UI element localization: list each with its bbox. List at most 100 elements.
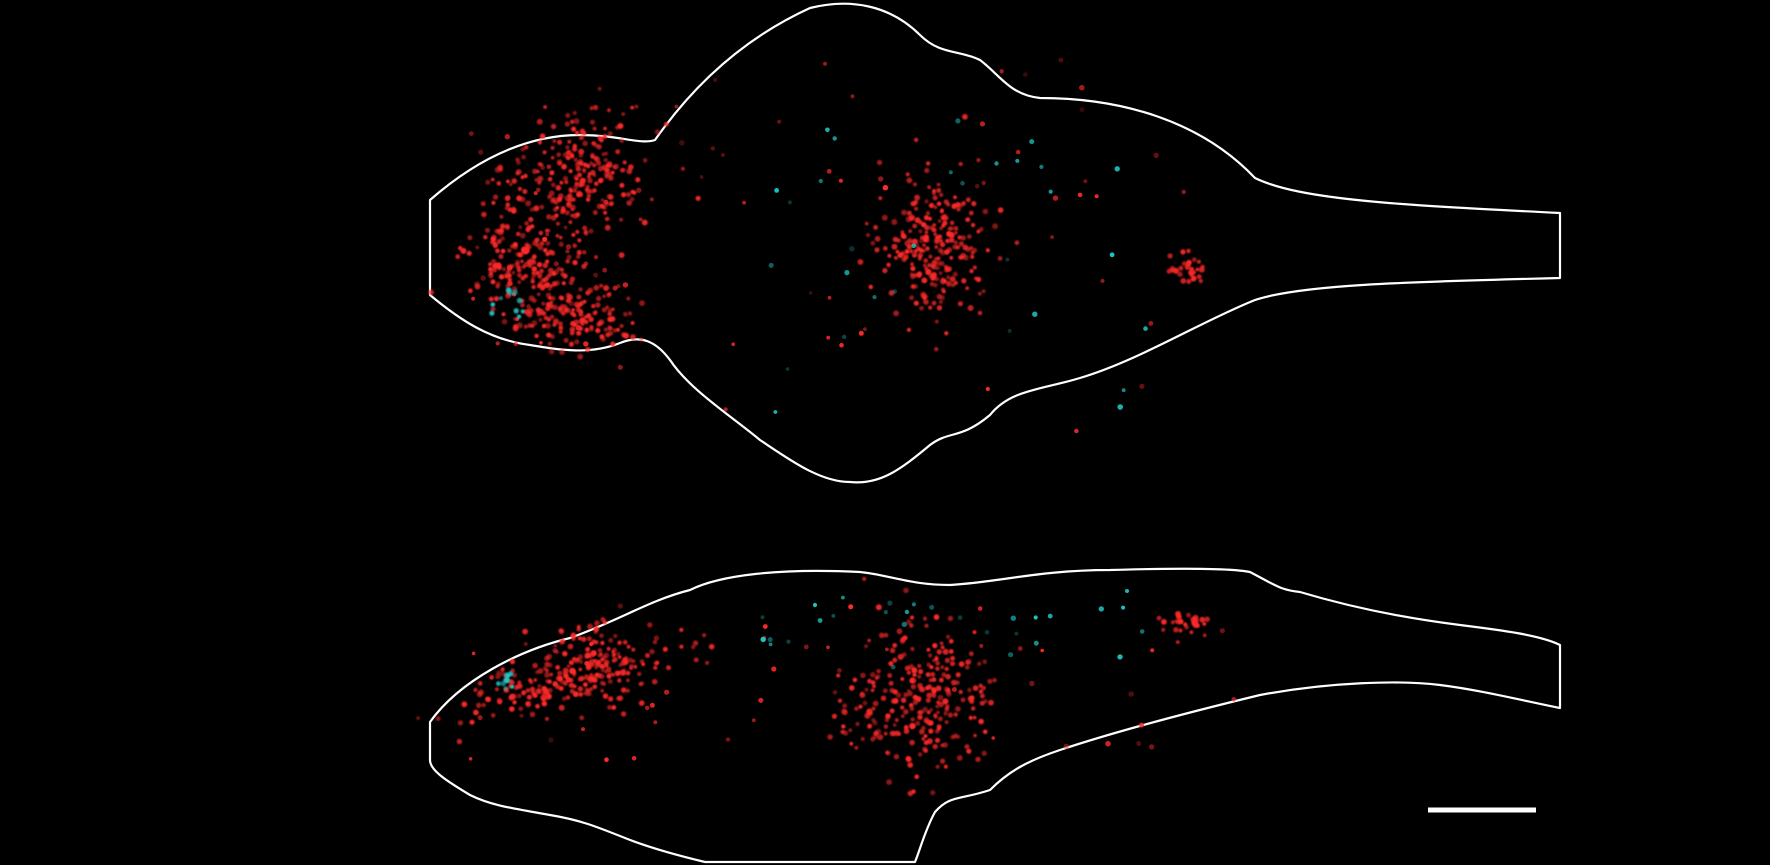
cell-dot	[919, 729, 925, 735]
cell-dot	[569, 326, 576, 333]
cell-dot	[577, 353, 584, 360]
cell-dot	[547, 267, 554, 274]
cell-dot	[932, 743, 938, 750]
cell-dot	[582, 131, 587, 136]
cell-dot	[850, 94, 855, 99]
cell-dot	[604, 217, 609, 222]
cell-dot	[592, 677, 597, 682]
cell-dot	[938, 299, 944, 304]
cell-dot	[638, 681, 643, 687]
cell-dot	[991, 736, 995, 740]
cell-dot	[931, 690, 936, 696]
cell-dot	[541, 323, 547, 329]
cell-dot	[649, 702, 655, 708]
cell-dot	[556, 159, 563, 166]
cell-dot	[595, 659, 601, 666]
cell-dot	[930, 672, 936, 677]
cell-dot	[569, 342, 574, 347]
cell-dot	[934, 319, 939, 324]
cell-dot	[912, 672, 917, 677]
cell-dot	[786, 639, 791, 644]
cell-dot	[536, 311, 542, 317]
cell-dot	[500, 667, 505, 672]
cell-dot	[570, 668, 576, 674]
cell-dot	[590, 154, 595, 159]
cell-dot	[919, 248, 924, 253]
cell-dot	[511, 209, 516, 214]
cell-dot	[428, 289, 435, 296]
cell-dot	[602, 267, 608, 273]
cell-dot	[520, 302, 525, 308]
cell-dot	[496, 670, 501, 675]
cell-dot	[960, 180, 965, 186]
cell-dot	[600, 640, 605, 646]
cell-dot	[699, 175, 704, 179]
cell-dot	[536, 283, 542, 289]
cell-dot	[592, 311, 597, 316]
cell-dot	[565, 145, 570, 150]
cell-dot	[587, 287, 594, 294]
cell-dot	[579, 300, 585, 306]
cell-dot	[758, 697, 764, 703]
cell-dot	[538, 317, 543, 322]
cell-dot	[941, 223, 946, 228]
cell-dot	[629, 663, 634, 669]
cell-dot	[608, 696, 614, 702]
cell-dot	[760, 615, 765, 620]
cell-dot	[841, 724, 846, 729]
cell-dot	[559, 349, 565, 355]
cell-dot	[961, 201, 966, 206]
cell-dot	[922, 243, 926, 248]
cell-dot	[864, 687, 869, 692]
cell-dot	[931, 191, 937, 196]
cell-dot	[944, 720, 949, 725]
cell-dot	[892, 698, 899, 704]
cell-dot	[627, 311, 633, 316]
cell-dot	[905, 172, 910, 177]
cell-dot	[548, 737, 554, 743]
cell-dot	[910, 615, 914, 620]
cell-dot	[469, 719, 475, 725]
cell-dot	[695, 195, 701, 201]
cell-dot	[901, 256, 907, 262]
cell-dot	[1185, 260, 1191, 267]
cell-dot	[931, 264, 936, 269]
cell-dot	[604, 224, 611, 231]
cell-dot	[952, 244, 958, 250]
cell-dot	[931, 677, 937, 682]
cell-dot	[628, 164, 634, 170]
cell-dot	[1196, 274, 1202, 280]
cell-dot	[1170, 620, 1175, 625]
cell-dot	[553, 200, 559, 205]
cell-dot	[571, 232, 576, 237]
cell-dot	[596, 672, 602, 679]
cell-dot	[554, 280, 560, 286]
cell-dot	[565, 292, 571, 298]
cell-dot	[896, 628, 903, 635]
cell-dot	[837, 698, 843, 703]
cell-dot	[528, 678, 532, 683]
cell-dot	[507, 277, 512, 282]
cell-dot	[630, 334, 636, 340]
cell-dot	[573, 323, 577, 328]
cell-dot	[522, 189, 528, 194]
cell-dot	[932, 195, 938, 201]
cell-dot	[455, 254, 461, 260]
cell-dot	[583, 261, 589, 267]
cell-dot	[581, 636, 587, 642]
cell-dot	[927, 738, 933, 744]
cell-dot	[883, 632, 889, 638]
cell-dot	[903, 587, 909, 594]
cell-dot	[967, 687, 972, 693]
cell-dot	[922, 706, 928, 713]
cell-dot	[471, 651, 476, 656]
cell-dot	[892, 643, 898, 648]
cell-dot	[583, 341, 589, 347]
cell-dot	[947, 615, 954, 622]
cell-dot	[923, 215, 930, 221]
cell-dot	[608, 637, 614, 643]
cell-dot	[865, 233, 871, 238]
cell-dot	[1231, 697, 1237, 702]
cell-dot	[593, 143, 599, 148]
cell-dot	[536, 292, 541, 297]
